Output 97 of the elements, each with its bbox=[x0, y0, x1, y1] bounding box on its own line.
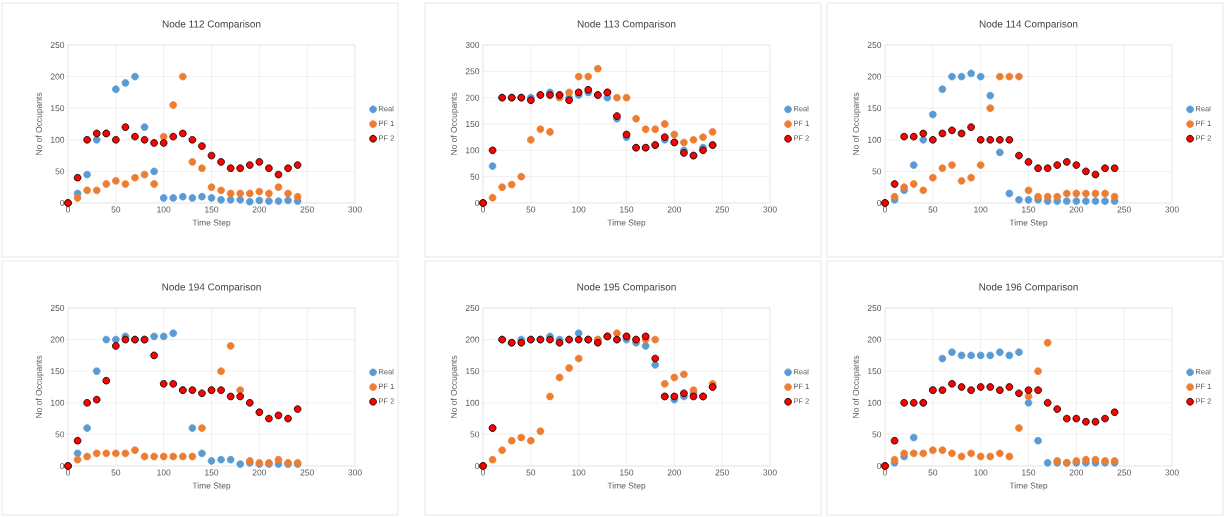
x-tick-label: 250 bbox=[300, 206, 314, 213]
x-tick-label: 200 bbox=[667, 206, 682, 213]
x-tick-label: 50 bbox=[111, 469, 121, 476]
x-axis-title: Time Step bbox=[1009, 219, 1048, 228]
x-tick-label: 200 bbox=[667, 469, 682, 476]
x-tick-label: 250 bbox=[1117, 206, 1131, 213]
y-tick-label: 50 bbox=[872, 168, 882, 175]
y-tick-label: 250 bbox=[50, 304, 65, 311]
x-axis-title: Time Step bbox=[192, 482, 231, 491]
chart-title: Node 114 Comparison bbox=[979, 20, 1078, 30]
chart-title: Node 112 Comparison bbox=[162, 20, 261, 30]
x-tick-label: 100 bbox=[974, 469, 988, 476]
y-tick-label: 0 bbox=[475, 199, 480, 206]
y-tick-label: 200 bbox=[50, 336, 65, 343]
x-tick-label: 100 bbox=[572, 469, 586, 476]
x-tick-label: 300 bbox=[1165, 206, 1179, 213]
y-tick-label: 200 bbox=[465, 94, 480, 101]
y-tick-label: 50 bbox=[872, 431, 882, 438]
x-tick-label: 250 bbox=[715, 206, 729, 213]
y-tick-label: 150 bbox=[466, 120, 480, 127]
x-tick-label: 150 bbox=[1022, 469, 1036, 476]
y-tick-label: 50 bbox=[470, 431, 480, 438]
x-tick-label: 150 bbox=[620, 469, 634, 476]
y-axis-title: No of Occupants bbox=[450, 92, 459, 155]
y-tick-label: 100 bbox=[868, 399, 882, 406]
y-tick-label: 150 bbox=[51, 368, 65, 375]
x-tick-label: 50 bbox=[526, 206, 536, 213]
x-tick-label: 50 bbox=[928, 469, 938, 476]
y-tick-label: 100 bbox=[466, 399, 480, 406]
x-axis-title: Time Step bbox=[1009, 482, 1048, 491]
y-tick-label: 50 bbox=[470, 173, 480, 180]
y-axis-title: No of Occupants bbox=[852, 92, 861, 155]
y-tick-label: 0 bbox=[60, 199, 65, 206]
y-axis-title: No of Occupants bbox=[35, 92, 44, 155]
y-tick-label: 50 bbox=[55, 168, 65, 175]
x-tick-label: 0 bbox=[882, 206, 888, 213]
x-tick-label: 0 bbox=[480, 469, 486, 476]
x-tick-label: 100 bbox=[572, 206, 586, 213]
x-tick-label: 150 bbox=[205, 206, 219, 213]
x-tick-label: 300 bbox=[763, 469, 777, 476]
y-tick-label: 150 bbox=[466, 368, 480, 375]
y-tick-label: 200 bbox=[867, 336, 882, 343]
y-axis-title: No of Occupants bbox=[450, 355, 459, 418]
x-axis-title: Time Step bbox=[607, 482, 646, 491]
y-tick-label: 100 bbox=[51, 136, 65, 143]
x-tick-label: 100 bbox=[157, 469, 171, 476]
y-tick-label: 250 bbox=[465, 68, 480, 75]
x-tick-label: 300 bbox=[1165, 469, 1179, 476]
x-tick-label: 250 bbox=[300, 469, 314, 476]
x-tick-label: 50 bbox=[526, 469, 536, 476]
x-tick-label: 200 bbox=[252, 469, 267, 476]
x-tick-label: 150 bbox=[205, 469, 219, 476]
y-tick-label: 100 bbox=[51, 399, 65, 406]
y-tick-label: 250 bbox=[867, 41, 882, 48]
y-tick-label: 150 bbox=[868, 105, 882, 112]
y-tick-label: 0 bbox=[877, 199, 882, 206]
x-tick-label: 100 bbox=[157, 206, 171, 213]
y-tick-label: 50 bbox=[55, 431, 65, 438]
y-tick-label: 150 bbox=[868, 368, 882, 375]
y-axis-title: No of Occupants bbox=[852, 355, 861, 418]
x-tick-label: 300 bbox=[348, 469, 362, 476]
x-tick-label: 150 bbox=[620, 206, 634, 213]
y-tick-label: 100 bbox=[868, 136, 882, 143]
x-tick-label: 150 bbox=[1022, 206, 1036, 213]
y-tick-label: 0 bbox=[60, 462, 65, 469]
y-tick-label: 300 bbox=[465, 41, 480, 48]
chart-title: Node 113 Comparison bbox=[577, 20, 676, 30]
x-tick-label: 0 bbox=[882, 469, 888, 476]
y-tick-label: 0 bbox=[877, 462, 882, 469]
x-tick-label: 0 bbox=[65, 206, 71, 213]
x-tick-label: 50 bbox=[111, 206, 121, 213]
x-axis-title: Time Step bbox=[607, 219, 646, 228]
x-tick-label: 200 bbox=[252, 206, 267, 213]
x-tick-label: 300 bbox=[763, 206, 777, 213]
x-tick-label: 250 bbox=[1117, 469, 1131, 476]
y-tick-label: 250 bbox=[50, 41, 65, 48]
x-tick-label: 300 bbox=[348, 206, 362, 213]
chart-title: Node 196 Comparison bbox=[979, 283, 1078, 293]
chart-title: Node 195 Comparison bbox=[577, 283, 676, 293]
y-tick-label: 200 bbox=[465, 336, 480, 343]
y-tick-label: 250 bbox=[465, 304, 480, 311]
x-tick-label: 250 bbox=[715, 469, 729, 476]
x-tick-label: 100 bbox=[974, 206, 988, 213]
y-axis-title: No of Occupants bbox=[35, 355, 44, 418]
x-tick-label: 0 bbox=[65, 469, 71, 476]
x-tick-label: 0 bbox=[480, 206, 486, 213]
y-tick-label: 250 bbox=[867, 304, 882, 311]
x-tick-label: 200 bbox=[1069, 206, 1084, 213]
x-tick-label: 200 bbox=[1069, 469, 1084, 476]
x-axis-title: Time Step bbox=[192, 219, 231, 228]
y-tick-label: 0 bbox=[475, 462, 480, 469]
y-tick-label: 200 bbox=[867, 73, 882, 80]
y-tick-label: 150 bbox=[51, 105, 65, 112]
x-tick-label: 50 bbox=[928, 206, 938, 213]
y-tick-label: 200 bbox=[50, 73, 65, 80]
chart-title: Node 194 Comparison bbox=[162, 283, 261, 293]
y-tick-label: 100 bbox=[466, 147, 480, 154]
